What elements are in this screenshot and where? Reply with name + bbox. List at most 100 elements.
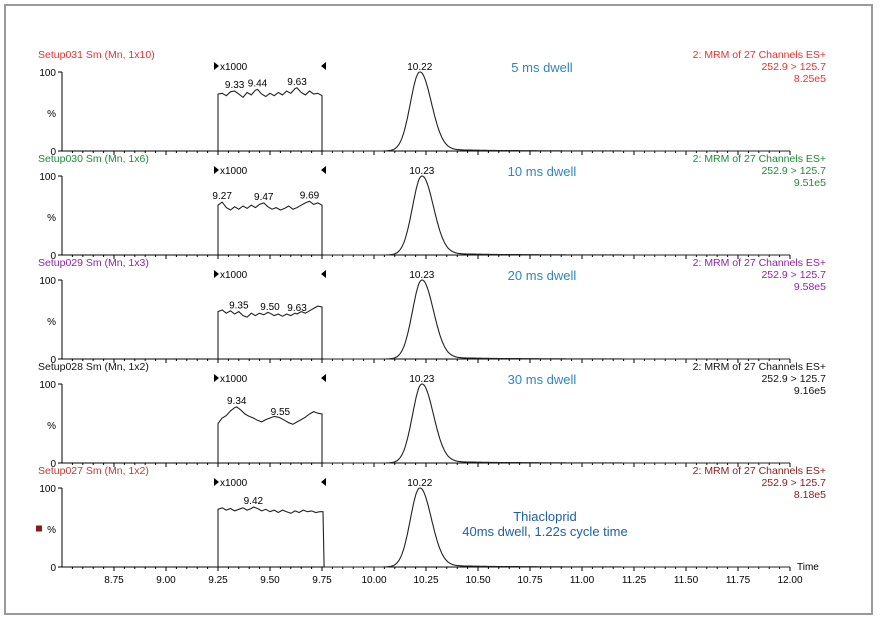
series-marker-square: [36, 525, 42, 532]
y-axis-percent-label: %: [47, 213, 56, 224]
x-tick-label: 11.50: [674, 575, 699, 586]
peak-label: 10.22: [407, 478, 432, 489]
panel-intensity-label: 9.58e5: [794, 281, 826, 293]
peak-trace-line: [324, 71, 790, 152]
y-tick-label: 0: [50, 563, 56, 574]
y-tick-label: 0: [50, 147, 56, 158]
y-axis-percent-label: %: [47, 317, 56, 328]
y-axis-percent-label: %: [47, 109, 56, 120]
panel-setup-label: Setup030 Sm (Mn, 1x6): [38, 153, 149, 165]
data-label: 9.50: [260, 302, 280, 313]
zoom-factor-label: x1000: [220, 166, 248, 177]
zoom-start-marker: [214, 478, 219, 486]
zoomed-trace-line: [217, 200, 323, 255]
zoomed-trace-line: [217, 305, 323, 359]
data-label: 9.55: [271, 407, 291, 418]
peak-label: 10.22: [407, 62, 432, 73]
y-tick-label: 0: [50, 459, 56, 470]
zoom-factor-label: x1000: [220, 478, 248, 489]
zoom-factor-label: x1000: [220, 62, 248, 73]
zoom-factor-label: x1000: [220, 374, 248, 385]
data-label: 9.42: [244, 496, 264, 507]
x-tick-label: 8.75: [104, 575, 124, 586]
peak-trace-line: [324, 383, 790, 464]
panel-intensity-label: 8.18e5: [794, 489, 826, 501]
panel-channel-label: 2: MRM of 27 Channels ES+: [693, 153, 826, 165]
zoomed-trace-line: [217, 87, 323, 151]
x-tick-label: 10.50: [465, 575, 490, 586]
peak-label: 10.23: [409, 270, 434, 281]
x-tick-label: 10.25: [413, 575, 438, 586]
data-label: 9.44: [248, 78, 268, 89]
panel-setup-label: Setup029 Sm (Mn, 1x3): [38, 257, 149, 269]
zoom-factor-label: x1000: [220, 270, 248, 281]
panel-setup-label: Setup027 Sm (Mn, 1x2): [38, 465, 149, 477]
x-tick-label: 11.25: [622, 575, 647, 586]
y-tick-label: 100: [39, 484, 56, 495]
peak-label: 10.23: [409, 374, 434, 385]
x-tick-label: 12.00: [777, 575, 802, 586]
panel-setup-label: Setup028 Sm (Mn, 1x2): [38, 361, 149, 373]
panel-channel-label: 2: MRM of 27 Channels ES+: [693, 257, 826, 269]
data-label: 9.47: [254, 192, 274, 203]
panel-channel-label: 2: MRM of 27 Channels ES+: [693, 361, 826, 373]
x-tick-label: 11.00: [570, 575, 595, 586]
zoom-end-marker: [321, 374, 326, 382]
data-label: 9.35: [229, 301, 249, 312]
y-tick-label: 100: [39, 276, 56, 287]
y-axis-percent-label: %: [47, 525, 56, 536]
panel-setup-label: Setup031 Sm (Mn, 1x10): [38, 49, 155, 61]
peak-trace-line: [324, 279, 790, 360]
x-tick-label: 10.00: [361, 575, 386, 586]
x-tick-label: 10.75: [517, 575, 542, 586]
zoom-end-marker: [321, 62, 326, 70]
zoom-end-marker: [321, 166, 326, 174]
zoom-start-marker: [214, 166, 219, 174]
data-label: 9.63: [287, 303, 307, 314]
chart-frame: [4, 4, 873, 615]
y-axis-percent-label: %: [47, 421, 56, 432]
x-axis-title: Time: [797, 562, 819, 573]
panel-channel-label: 2: MRM of 27 Channels ES+: [693, 49, 826, 61]
x-tick-label: 9.50: [260, 575, 280, 586]
zoom-start-marker: [214, 270, 219, 278]
dwell-annotation: Thiacloprid: [513, 509, 577, 524]
zoomed-trace-line: [217, 506, 325, 568]
y-tick-label: 0: [50, 251, 56, 262]
data-label: 9.69: [300, 190, 320, 201]
y-tick-label: 100: [39, 172, 56, 183]
zoom-end-marker: [321, 270, 326, 278]
peak-label: 10.23: [409, 166, 434, 177]
x-tick-label: 9.25: [208, 575, 228, 586]
dwell-annotation: 30 ms dwell: [508, 372, 577, 387]
zoom-start-marker: [214, 62, 219, 70]
x-tick-label: 9.75: [312, 575, 332, 586]
panel-transition-label: 252.9 > 125.7: [761, 61, 826, 73]
peak-trace-line: [324, 175, 790, 256]
zoom-end-marker: [321, 478, 326, 486]
panel-intensity-label: 9.16e5: [794, 385, 826, 397]
data-label: 9.27: [212, 191, 232, 202]
data-label: 9.63: [287, 77, 307, 88]
dwell-annotation: 5 ms dwell: [511, 60, 573, 75]
data-label: 9.34: [227, 396, 247, 407]
zoomed-trace-line: [217, 406, 323, 463]
x-tick-label: 11.75: [726, 575, 751, 586]
panel-transition-label: 252.9 > 125.7: [761, 269, 826, 281]
panel-intensity-label: 8.25e5: [794, 73, 826, 85]
y-tick-label: 0: [50, 355, 56, 366]
dwell-annotation: 10 ms dwell: [508, 164, 577, 179]
y-tick-label: 100: [39, 380, 56, 391]
panel-transition-label: 252.9 > 125.7: [761, 373, 826, 385]
panel-transition-label: 252.9 > 125.7: [761, 477, 826, 489]
zoom-start-marker: [214, 374, 219, 382]
y-tick-label: 100: [39, 68, 56, 79]
dwell-annotation-detail: 40ms dwell, 1.22s cycle time: [462, 524, 627, 539]
x-tick-label: 9.00: [156, 575, 176, 586]
panel-transition-label: 252.9 > 125.7: [761, 165, 826, 177]
peak-trace-line: [324, 487, 790, 568]
dwell-annotation: 20 ms dwell: [508, 268, 577, 283]
panel-intensity-label: 9.51e5: [794, 177, 826, 189]
data-label: 9.33: [225, 80, 245, 91]
